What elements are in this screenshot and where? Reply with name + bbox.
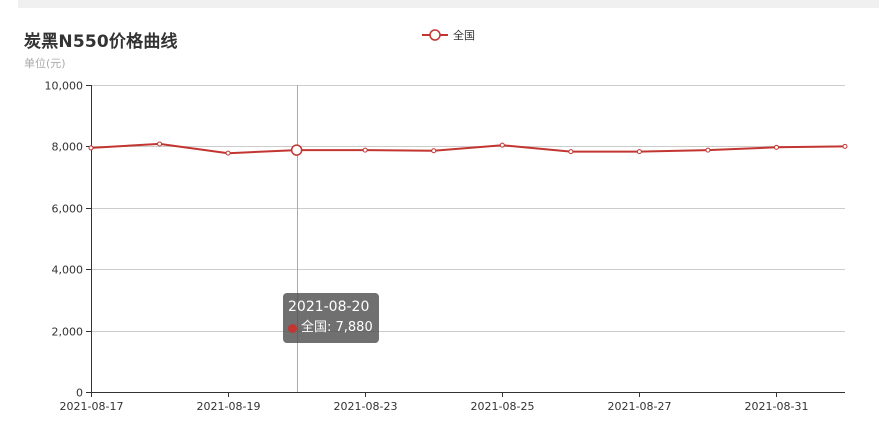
legend-line-circle-icon: [422, 29, 448, 41]
top-bar: [18, 0, 879, 8]
y-tick-label: 0: [76, 387, 83, 400]
tooltip-value-row: 全国: 7,880: [288, 319, 373, 337]
legend-item-quanguo[interactable]: 全国: [422, 27, 475, 43]
data-point: [499, 142, 505, 148]
y-tick-label: 4,000: [52, 264, 84, 277]
data-point: [568, 149, 574, 155]
x-tick-label: 2021-08-31: [745, 400, 809, 413]
data-point: [431, 148, 437, 154]
legend-label: 全国: [453, 29, 475, 42]
y-tick-label: 2,000: [52, 326, 84, 339]
x-tick-label: 2021-08-25: [471, 400, 535, 413]
data-point: [773, 144, 779, 150]
series-color-dot: [288, 323, 297, 333]
data-point: [636, 149, 642, 155]
tooltip-date: 2021-08-20: [288, 299, 370, 315]
series-line: [90, 142, 846, 155]
data-point: [290, 144, 303, 156]
tooltip-value: 全国: 7,880: [301, 320, 373, 335]
data-point: [225, 150, 231, 156]
y-tick-label: 10,000: [45, 80, 84, 93]
x-tick-label: 2021-08-27: [608, 400, 672, 413]
chart-subtitle: 单位(元): [24, 57, 66, 70]
x-tick-label: 2021-08-23: [334, 400, 398, 413]
tooltip: 2021-08-20 全国: 7,880: [283, 293, 379, 343]
data-point: [157, 141, 163, 147]
y-tick-label: 6,000: [52, 203, 84, 216]
x-tick-label: 2021-08-17: [60, 400, 124, 413]
y-tick-label: 8,000: [52, 141, 84, 154]
x-tick-label: 2021-08-19: [197, 400, 261, 413]
chart-title: 炭黑N550价格曲线: [24, 32, 178, 52]
data-point: [842, 143, 848, 149]
data-point: [88, 145, 94, 151]
data-point: [705, 147, 711, 153]
data-point: [362, 147, 368, 153]
